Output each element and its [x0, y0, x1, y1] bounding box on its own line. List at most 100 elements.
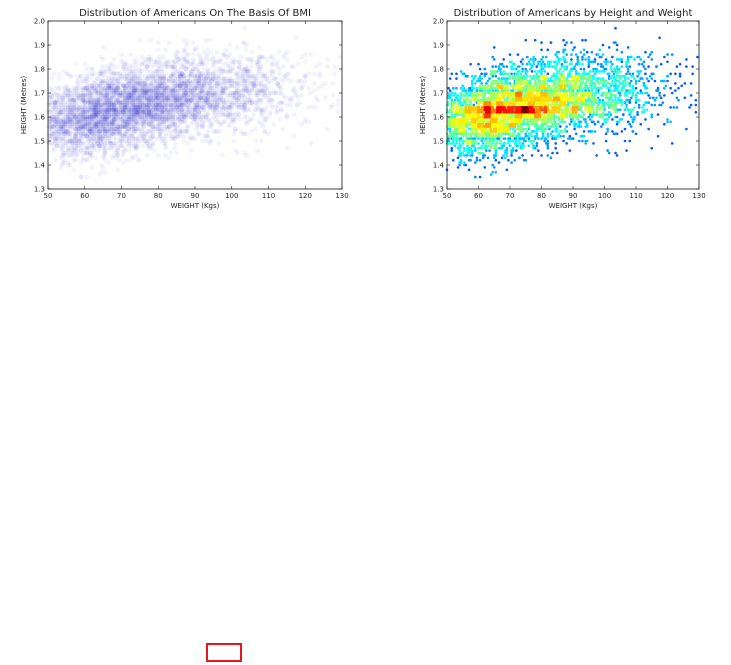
- data-point: [302, 73, 308, 79]
- data-point: [560, 62, 564, 66]
- data-point: [52, 102, 58, 108]
- data-point: [89, 143, 95, 149]
- data-point: [253, 126, 259, 132]
- data-point: [229, 83, 235, 89]
- data-point: [144, 69, 150, 74]
- data-point: [124, 102, 130, 108]
- data-point: [49, 117, 55, 122]
- data-point: [84, 150, 89, 156]
- data-point: [615, 43, 619, 47]
- data-point: [240, 66, 246, 72]
- data-point: [166, 93, 172, 98]
- data-point: [659, 103, 663, 107]
- data-point: [278, 107, 284, 113]
- data-point: [284, 145, 290, 151]
- data-point: [137, 102, 143, 108]
- data-point: [133, 66, 139, 72]
- data-point: [680, 84, 683, 88]
- data-point: [168, 93, 174, 98]
- data-point: [155, 47, 161, 53]
- data-point: [629, 79, 633, 83]
- data-point: [581, 58, 584, 61]
- data-point: [128, 83, 134, 89]
- data-point: [51, 131, 56, 137]
- data-point: [154, 85, 159, 91]
- data-point: [54, 93, 60, 98]
- data-point: [144, 97, 150, 103]
- data-point: [222, 85, 227, 91]
- data-point: [541, 60, 545, 64]
- data-point: [485, 149, 488, 152]
- data-point: [209, 121, 214, 127]
- data-point: [111, 141, 117, 146]
- data-point: [87, 129, 93, 134]
- data-point: [135, 119, 141, 125]
- data-point: [82, 150, 88, 156]
- data-point: [497, 65, 501, 68]
- data-point: [628, 65, 631, 68]
- data-point: [65, 114, 71, 120]
- data-point: [89, 117, 95, 122]
- data-point: [563, 43, 567, 47]
- data-point: [120, 83, 126, 89]
- data-point: [139, 121, 145, 127]
- data-point: [130, 112, 135, 117]
- data-point: [144, 153, 150, 158]
- data-point: [456, 166, 460, 169]
- data-point: [62, 112, 67, 117]
- data-point: [497, 67, 501, 71]
- data-point: [267, 90, 273, 96]
- data-point: [139, 117, 145, 122]
- data-point: [637, 106, 641, 109]
- data-point: [135, 109, 141, 115]
- data-point: [652, 96, 655, 100]
- data-point: [647, 94, 650, 97]
- data-point: [91, 100, 97, 105]
- data-point: [82, 126, 88, 132]
- data-point: [273, 109, 279, 115]
- data-point: [245, 57, 251, 62]
- data-point: [139, 100, 145, 105]
- data-point: [207, 76, 213, 81]
- data-point: [73, 157, 78, 163]
- data-point: [73, 114, 78, 120]
- data-point: [190, 90, 196, 96]
- data-point: [185, 141, 191, 146]
- data-point: [549, 156, 553, 160]
- data-point: [106, 112, 112, 117]
- data-point: [82, 121, 88, 127]
- data-point: [452, 158, 455, 162]
- data-point: [546, 72, 550, 76]
- data-point: [233, 126, 238, 132]
- data-point: [685, 58, 688, 61]
- data-point: [242, 131, 248, 137]
- data-point: [177, 73, 183, 79]
- data-point: [91, 148, 97, 154]
- data-point: [249, 59, 255, 65]
- data-point: [49, 119, 55, 125]
- data-point: [89, 165, 95, 170]
- data-point: [146, 83, 152, 89]
- data-point: [192, 107, 198, 113]
- data-point: [144, 76, 150, 81]
- data-point: [89, 138, 95, 144]
- data-point: [174, 88, 180, 93]
- data-point: [593, 58, 597, 61]
- data-point: [159, 105, 165, 110]
- data-point: [159, 100, 165, 105]
- data-point: [216, 112, 222, 117]
- data-point: [266, 81, 271, 86]
- data-point: [154, 95, 159, 101]
- data-point: [62, 107, 67, 113]
- data-point: [69, 117, 75, 122]
- data-point: [135, 112, 141, 117]
- data-point: [669, 120, 672, 124]
- data-point: [98, 169, 104, 175]
- data-point: [131, 145, 137, 151]
- data-point: [236, 59, 242, 65]
- data-point: [86, 109, 91, 115]
- data-point: [210, 95, 216, 101]
- data-point: [212, 97, 218, 103]
- data-point: [122, 126, 128, 132]
- data-point: [524, 132, 528, 136]
